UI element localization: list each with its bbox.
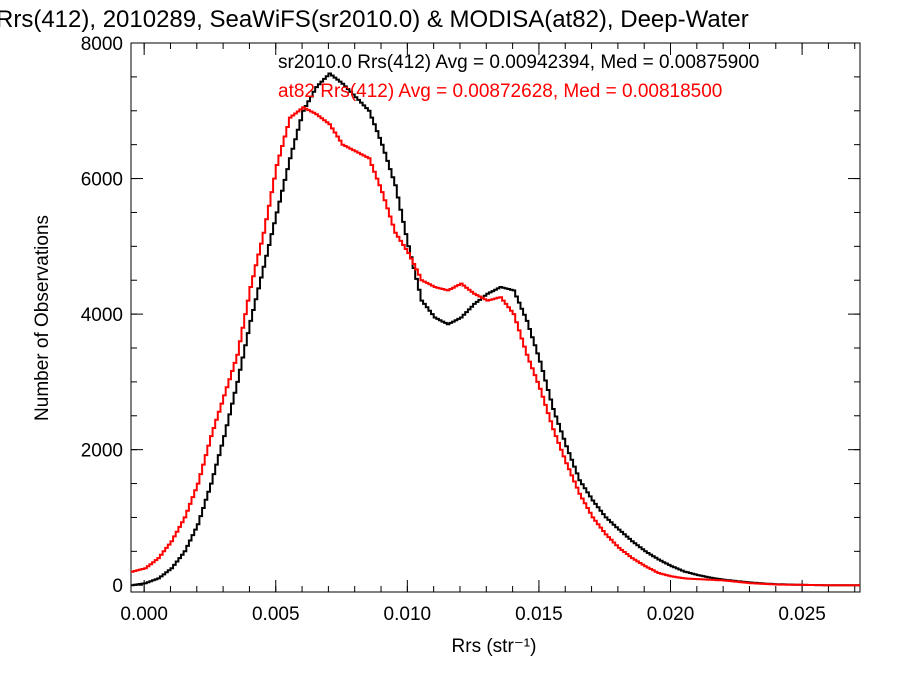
axes [130, 42, 861, 593]
x-tick-label: 0.010 [384, 604, 432, 625]
y-axis-label: Number of Observations [32, 215, 53, 421]
y-tick-label: 8000 [81, 34, 123, 55]
chart-title: Rrs(412), 2010289, SeaWiFS(sr2010.0) & M… [0, 6, 749, 33]
y-tick-label: 4000 [81, 305, 123, 326]
y-tick-label: 6000 [81, 170, 123, 191]
annotation-red: at82 Rrs(412) Avg = 0.00872628, Med = 0.… [278, 81, 722, 102]
x-tick-label: 0.000 [120, 604, 168, 625]
x-tick-label: 0.005 [252, 604, 300, 625]
x-axis-label: Rrs (str⁻¹) [452, 636, 537, 657]
y-tick-label: 2000 [81, 441, 123, 462]
series-layer [131, 72, 860, 587]
histogram-series-0 [131, 72, 860, 587]
x-tick-label: 0.020 [647, 604, 695, 625]
ticks: 0.000 0.005 0.010 0.015 0.020 0.025 0 2000 4000 6… [81, 34, 860, 625]
plot-frame [130, 42, 861, 593]
x-tick-label: 0.015 [515, 604, 563, 625]
histogram-series-1 [131, 106, 860, 587]
y-tick-label: 0 [112, 576, 123, 597]
annotations: sr2010.0 Rrs(412) Avg = 0.00942394, Med … [278, 52, 759, 102]
annotation-black: sr2010.0 Rrs(412) Avg = 0.00942394, Med … [278, 52, 759, 73]
x-tick-label: 0.025 [778, 604, 826, 625]
